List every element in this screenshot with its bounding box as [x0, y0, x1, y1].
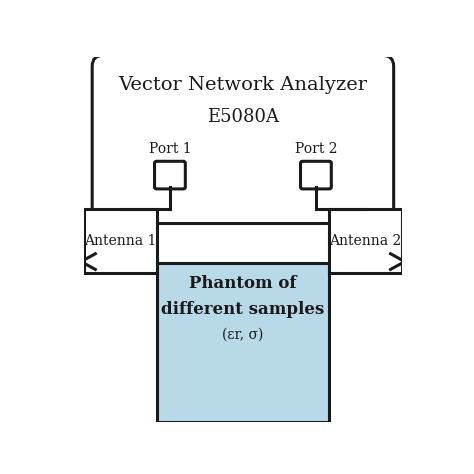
FancyBboxPatch shape	[301, 161, 331, 189]
Bar	[328, 209, 401, 273]
Text: E5080A: E5080A	[207, 108, 279, 126]
Bar	[157, 263, 328, 422]
Text: Vector Network Analyzer: Vector Network Analyzer	[118, 76, 367, 94]
Text: different samples: different samples	[161, 301, 325, 318]
Text: Port 1: Port 1	[149, 142, 191, 156]
Text: Antenna 2: Antenna 2	[329, 234, 401, 248]
Text: Phantom of: Phantom of	[189, 275, 297, 292]
FancyBboxPatch shape	[92, 55, 394, 224]
Bar	[84, 209, 157, 273]
FancyBboxPatch shape	[155, 161, 185, 189]
Text: (εr, σ): (εr, σ)	[222, 328, 264, 342]
Text: Antenna 1: Antenna 1	[84, 234, 157, 248]
Text: Port 2: Port 2	[295, 142, 337, 156]
